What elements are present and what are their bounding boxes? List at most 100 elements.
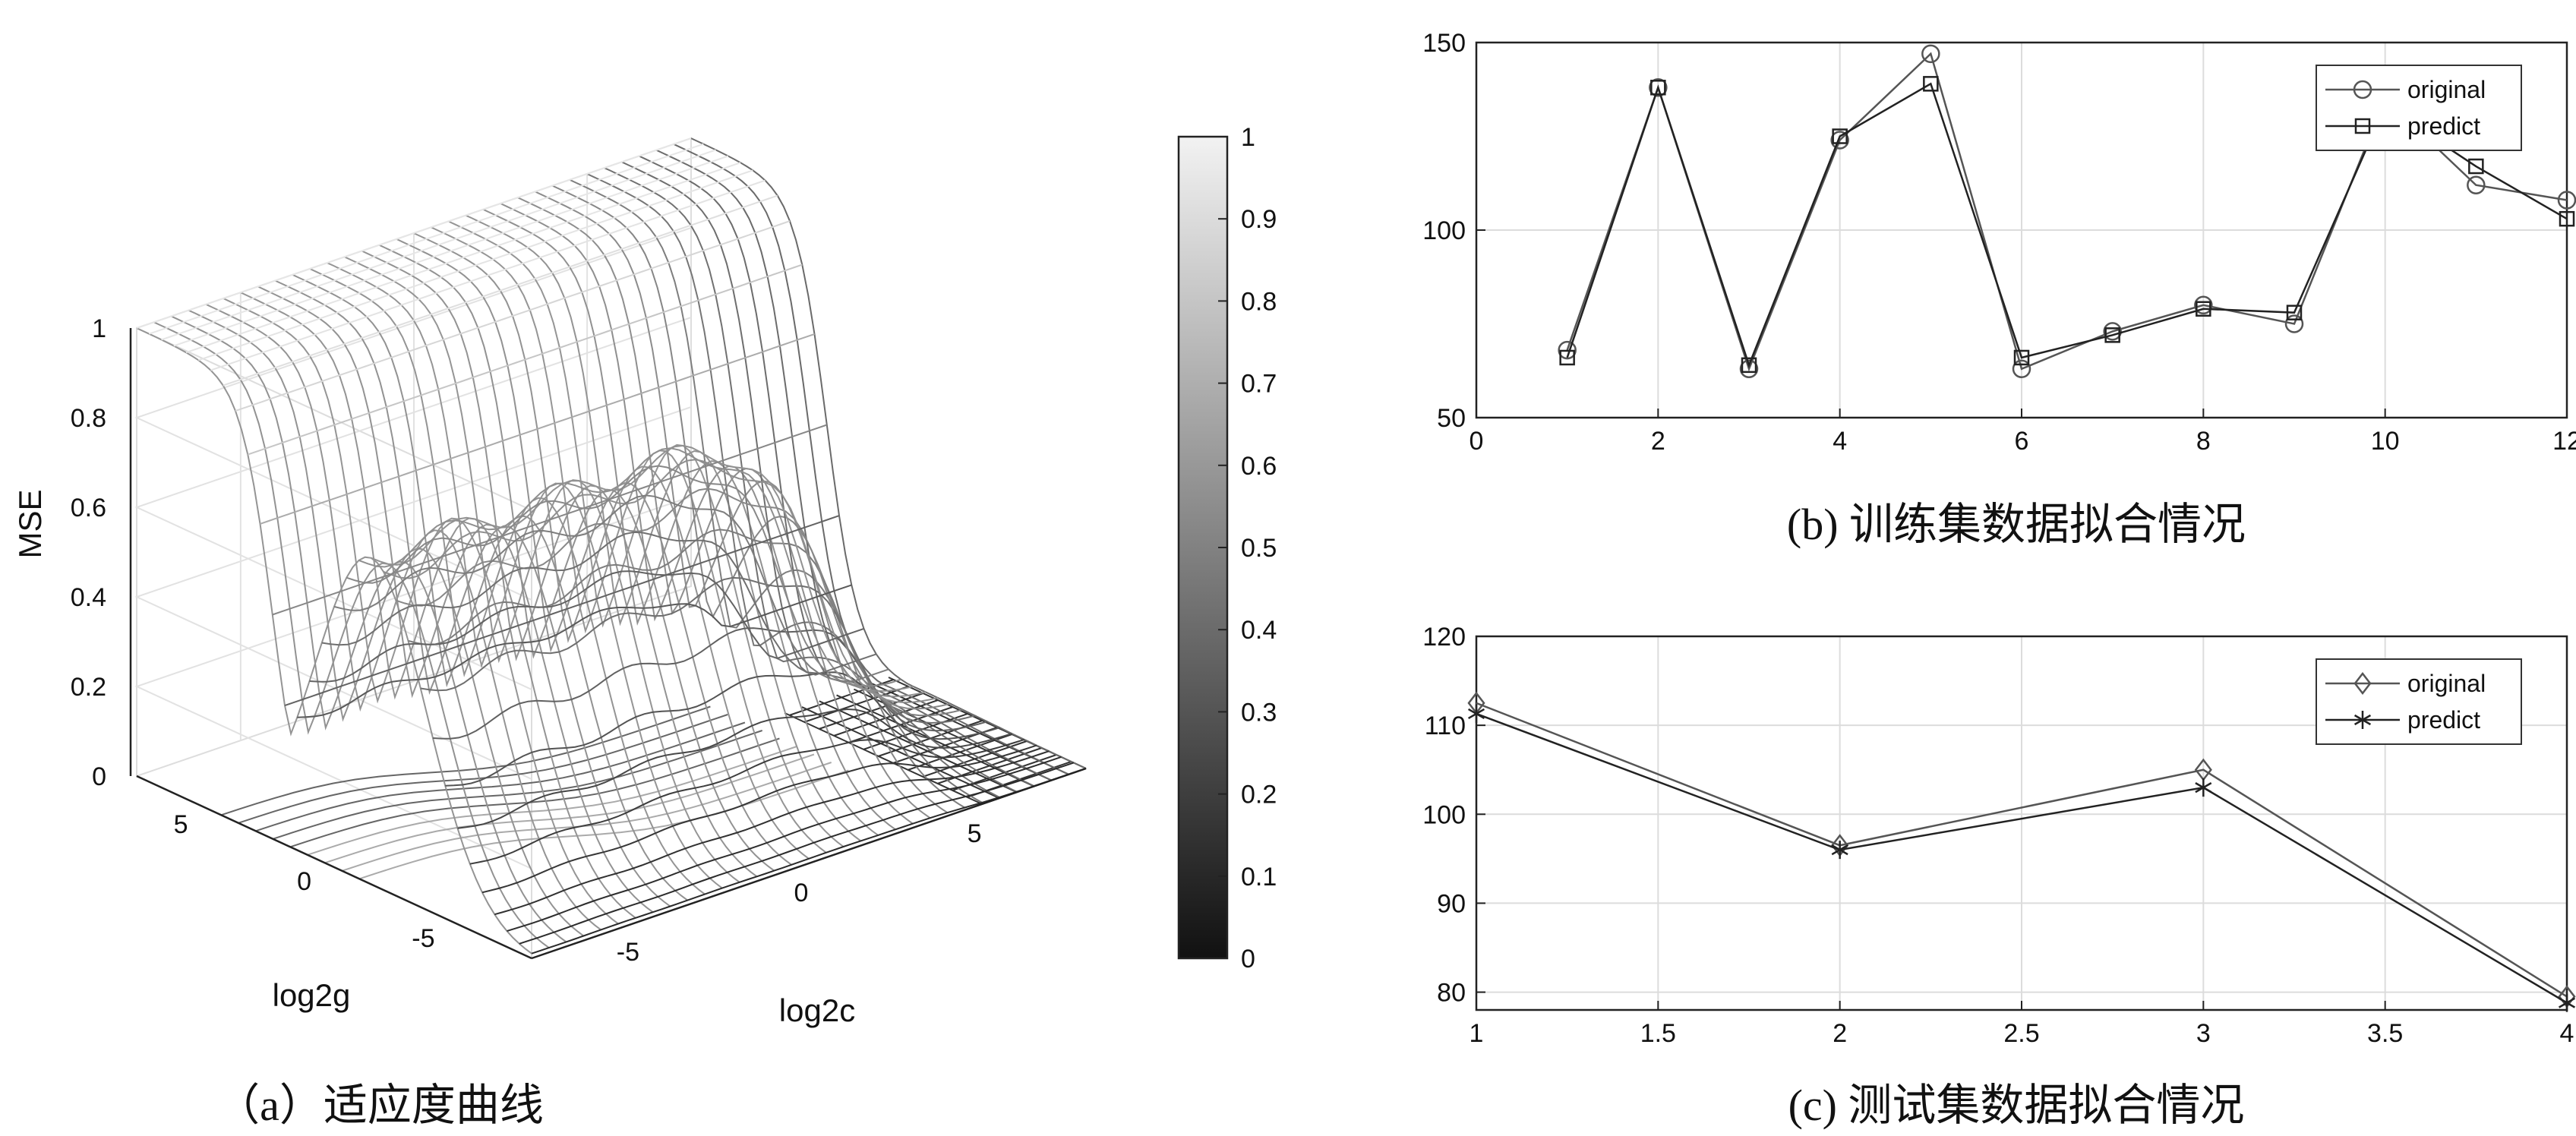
y-tick-label: 110 (1425, 712, 1466, 740)
data-point-original (2103, 322, 2122, 341)
floor-mesh-line (801, 706, 1000, 799)
data-point-original (1830, 131, 1849, 150)
floor-mesh-line (908, 734, 1012, 771)
surface-mesh (136, 137, 1087, 955)
surface-line-v (173, 155, 729, 347)
surface-line-v (247, 263, 803, 456)
floor-mesh-line (922, 740, 1028, 778)
surface-line-u (673, 143, 1069, 775)
x-tick-label: -5 (617, 938, 639, 967)
data-point-predict (1741, 357, 1757, 374)
surface-line-v (235, 220, 791, 412)
legend-marker-original (2353, 671, 2372, 696)
data-point-original (2557, 191, 2576, 210)
surface-line-v (531, 768, 1087, 955)
surface-line-v (333, 494, 889, 683)
surface-line-v (494, 750, 1050, 916)
floor-mesh-line (819, 700, 1018, 794)
x-tick-label: 8 (2196, 427, 2211, 456)
surface-line-v (284, 515, 840, 707)
data-point-original (2194, 295, 2213, 315)
data-point-original (1921, 44, 1940, 64)
z-tick-label: 0.6 (71, 494, 106, 522)
data-point-predict (2286, 305, 2303, 320)
x-tick-label: 3.5 (2367, 1019, 2403, 1048)
x-tick-label: 6 (2015, 427, 2029, 456)
colorbar-tick-label: 0.7 (1241, 370, 1277, 399)
surface-line-v (519, 762, 1075, 945)
surface-line-v (445, 671, 1000, 787)
colorbar-tick-label: 0.5 (1241, 534, 1277, 563)
data-point-predict (2195, 778, 2212, 797)
surface-line-v (272, 424, 828, 616)
legend-label: predict (2407, 112, 2480, 140)
z-tick-label: 0.4 (71, 583, 106, 612)
surface-line-v (260, 333, 815, 525)
contour-line (342, 762, 832, 872)
data-point-predict (2104, 327, 2120, 343)
surface-line-v (358, 447, 914, 693)
legend-label: original (2407, 670, 2486, 697)
y-tick-label: 0 (297, 867, 311, 896)
data-point-predict (1831, 841, 1848, 860)
train-fit-chart: 0 2 4 6 8 10 12 50 100 150 original predict (1422, 29, 2576, 456)
surface-chart: 0 0.2 0.4 0.6 0.8 1 -5 0 5 5 0 -5 MSE log2g log2c (12, 137, 1087, 1028)
surface-line-v (507, 756, 1062, 932)
x-axis (531, 767, 1087, 960)
legend: original predict (2316, 658, 2522, 745)
x-tick-label: 12 (2552, 427, 2576, 456)
legend-label: predict (2407, 706, 2480, 734)
wall-gridline (134, 317, 692, 690)
x-tick-label: 0 (1470, 427, 1484, 456)
data-point-original (1649, 78, 1668, 97)
y-tick-label: 80 (1437, 979, 1466, 1008)
caption-a: （a）适应度曲线 (216, 1081, 544, 1130)
z-tick-label: 0 (92, 762, 106, 791)
y-tick-label: 100 (1422, 800, 1466, 829)
contour-line (238, 714, 728, 824)
wall-gridline (134, 227, 692, 601)
x-tick-label: 4 (1833, 427, 1847, 456)
test-fit-chart: 1 1.5 2 2.5 3 3.5 4 80 90 100 110 120 original predic… (1422, 623, 2576, 1048)
legend-box (2316, 658, 2522, 745)
legend: original predict (2316, 65, 2522, 151)
x-tick-label: 2.5 (2003, 1019, 2039, 1048)
data-point-original (1558, 340, 1577, 360)
data-point-original (1739, 359, 1759, 379)
colorbar-tick-label: 0.4 (1241, 616, 1277, 645)
x-tick-label: 2 (1651, 427, 1665, 456)
data-point-original (2284, 314, 2304, 333)
wall-gridline (134, 496, 692, 869)
y-tick-label: 150 (1422, 29, 1466, 58)
floor-mesh-line (863, 713, 968, 750)
colorbar-tick-label: 0.2 (1241, 781, 1277, 809)
y-axis (136, 775, 532, 960)
colorbar-tick-label: 0 (1241, 945, 1255, 973)
colorbar-tick-label: 0.9 (1241, 205, 1277, 234)
contour-line (324, 753, 815, 864)
colorbar-tick-label: 0.1 (1241, 863, 1277, 891)
surface-line-v (395, 488, 951, 710)
data-point-predict (1923, 76, 1939, 92)
y-tick-label: 100 (1422, 216, 1466, 245)
x-axis-label: log2c (779, 992, 855, 1028)
data-point-predict (1650, 80, 1666, 96)
data-point-predict (2468, 158, 2484, 175)
y-tick-label: 120 (1422, 623, 1466, 652)
surface-line-v (321, 531, 877, 676)
x-tick-label: 0 (794, 879, 809, 907)
surface-line-v (469, 738, 1025, 865)
data-point-predict (2013, 349, 2030, 366)
y-tick-label: 50 (1437, 404, 1466, 433)
contour-line (255, 721, 746, 832)
surface-line-v (185, 162, 741, 354)
surface-line-v (408, 529, 963, 717)
surface-line-v (210, 179, 766, 371)
data-point-predict (2558, 993, 2576, 1012)
colorbar-tick-label: 0.8 (1241, 287, 1277, 316)
surface-line-v (197, 169, 753, 361)
z-axis-label: MSE (12, 489, 48, 558)
surface-line-v (223, 194, 778, 387)
legend-label: original (2407, 76, 2486, 103)
legend-marker-predict (2353, 711, 2372, 729)
